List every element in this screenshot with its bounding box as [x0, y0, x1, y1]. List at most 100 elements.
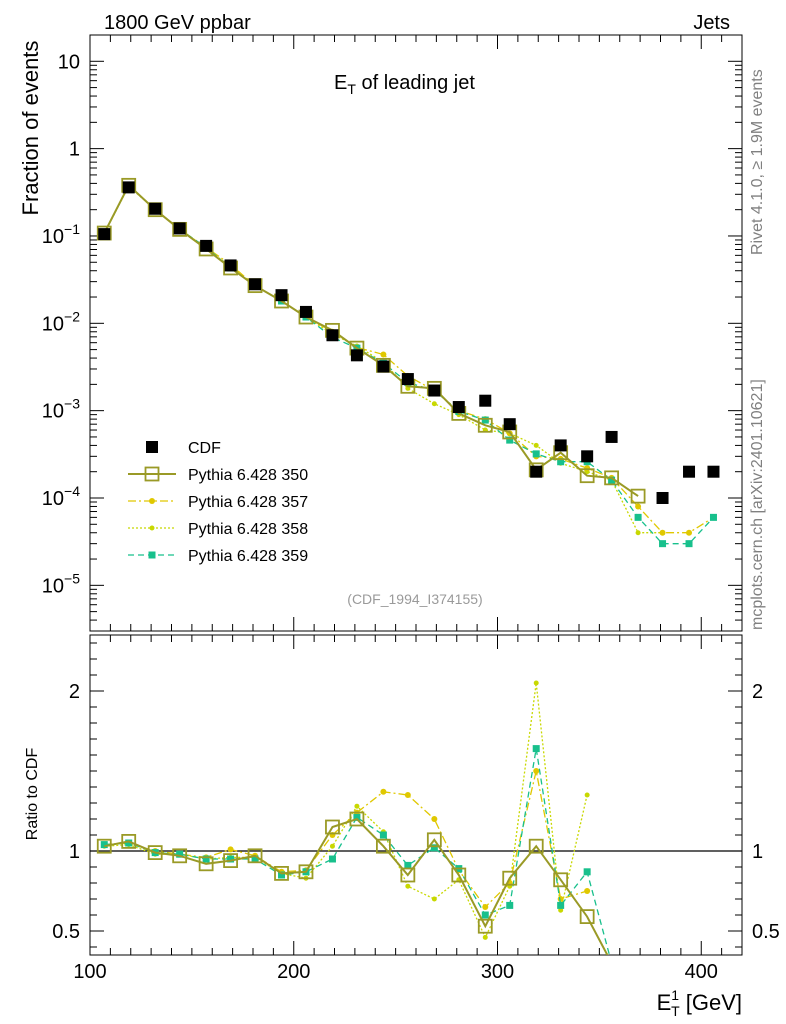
ratio-point-p359	[506, 901, 514, 909]
main-point-cdf	[656, 491, 669, 504]
main-point-p359	[481, 416, 489, 424]
main-axes: 10−5 10−4 10−3 10−2 10−1 1 10	[42, 34, 743, 632]
ratio-point-p359	[557, 901, 565, 909]
ratio-line-p357	[104, 770, 588, 908]
ratio-point-p358	[431, 896, 437, 902]
ratio-point-p359	[202, 855, 210, 863]
header-right: Jets	[693, 12, 730, 34]
ratio-point-p358	[405, 883, 411, 889]
ratio-point-p358	[329, 843, 335, 849]
ratio-point-p359	[100, 841, 108, 849]
ratio-xtick-label: 300	[481, 961, 514, 983]
ratio-point-p357	[380, 788, 387, 795]
ratio-point-p350	[121, 834, 137, 849]
main-point-cdf	[479, 394, 492, 407]
main-point-p357	[686, 529, 693, 536]
main-point-p357	[584, 465, 591, 472]
ratio-point-p358	[584, 792, 590, 798]
ratio-point-p350	[553, 872, 569, 888]
main-point-p350	[630, 488, 646, 504]
main-series-p350	[96, 177, 646, 504]
main-point-cdf	[98, 228, 111, 241]
ratio-point-p359	[430, 844, 438, 852]
ratio-point-p359	[404, 861, 412, 869]
ratio-point-p359	[125, 839, 133, 847]
main-point-cdf	[707, 465, 720, 478]
main-point-cdf	[200, 239, 213, 252]
main-point-p350	[579, 468, 595, 484]
ratio-xtick-label: 400	[685, 961, 718, 983]
ratio-point-p357	[584, 888, 591, 894]
ratio-point-p358	[558, 907, 564, 913]
ratio-series-group	[96, 680, 618, 970]
main-point-p350	[477, 417, 493, 433]
legend-label-p359: Pythia 6.428 359	[188, 548, 308, 565]
main-point-p359	[608, 476, 616, 484]
ratio-point-p359	[278, 871, 286, 879]
main-ytick-label: 10	[58, 51, 80, 73]
main-ytick-label: 1	[69, 139, 80, 161]
main-point-p358	[533, 442, 539, 448]
ratio-point-p357	[431, 816, 438, 822]
main-point-p359	[709, 513, 717, 521]
ratio-ytick-label-left: 0.5	[52, 921, 80, 943]
ratio-point-p359	[481, 911, 489, 919]
ratio-point-p350	[247, 848, 263, 864]
rivet-label: Rivet 4.1.0, ≥ 1.9M events	[749, 69, 766, 255]
main-ylabel: Fraction of events	[18, 41, 43, 216]
main-point-cdf	[503, 418, 516, 431]
main-ytick-label: 10−4	[42, 483, 80, 510]
ratio-point-p350	[349, 811, 365, 827]
ratio-point-p359	[227, 855, 235, 863]
main-point-p359	[659, 540, 667, 548]
legend-label-p357: Pythia 6.428 357	[188, 494, 308, 511]
legend-marker-p357	[149, 498, 155, 504]
main-point-p357	[635, 503, 642, 510]
ratio-point-p350	[400, 867, 416, 883]
analysis-watermark: (CDF_1994_I374155)	[347, 591, 482, 607]
ratio-point-p350	[477, 918, 493, 934]
ratio-xtick-label: 100	[73, 961, 106, 983]
main-point-cdf	[224, 259, 237, 272]
main-ytick-label: 10−5	[42, 570, 80, 597]
ratio-point-p357	[533, 768, 540, 774]
ratio-point-p357	[482, 904, 489, 910]
main-series-group	[96, 177, 720, 548]
ratio-point-p358	[533, 680, 539, 686]
ratio-point-p350	[502, 870, 518, 886]
main-point-p350	[604, 470, 619, 486]
ratio-point-p357	[404, 792, 411, 798]
legend-label-p350: Pythia 6.428 350	[188, 467, 308, 484]
ratio-point-p350	[605, 957, 618, 970]
main-point-p359	[506, 436, 514, 444]
ratio-ytick-label-left: 2	[69, 681, 80, 703]
main-ytick-label: 10−2	[42, 308, 80, 335]
ratio-point-p350	[579, 909, 595, 924]
main-point-p358	[431, 401, 437, 407]
legend-label-cdf: CDF	[188, 440, 221, 457]
main-point-cdf	[299, 305, 312, 318]
ratio-point-p357	[227, 846, 234, 853]
ratio-point-p350	[298, 864, 314, 880]
ratio-point-p350	[375, 838, 391, 854]
ratio-point-p359	[379, 831, 387, 839]
ratio-point-p359	[608, 960, 615, 967]
ratio-series-p358	[101, 680, 590, 940]
main-frame	[89, 34, 743, 632]
main-point-cdf	[377, 360, 390, 373]
ratio-point-p358	[482, 934, 488, 940]
main-point-cdf	[149, 202, 162, 215]
ratio-point-p359	[251, 855, 259, 863]
ratio-line-p358	[104, 682, 588, 939]
ratio-ytick-label-left: 1	[69, 841, 80, 863]
main-point-cdf	[173, 222, 186, 235]
main-point-p359	[532, 450, 540, 458]
ratio-ytick-label-right: 0.5	[752, 921, 780, 943]
ratio-point-p350	[172, 848, 188, 864]
main-point-cdf	[581, 450, 594, 463]
ratio-series-p357	[101, 768, 591, 910]
ratio-point-p359	[176, 850, 184, 858]
legend-marker-p358	[149, 525, 155, 531]
main-point-cdf	[605, 430, 618, 443]
